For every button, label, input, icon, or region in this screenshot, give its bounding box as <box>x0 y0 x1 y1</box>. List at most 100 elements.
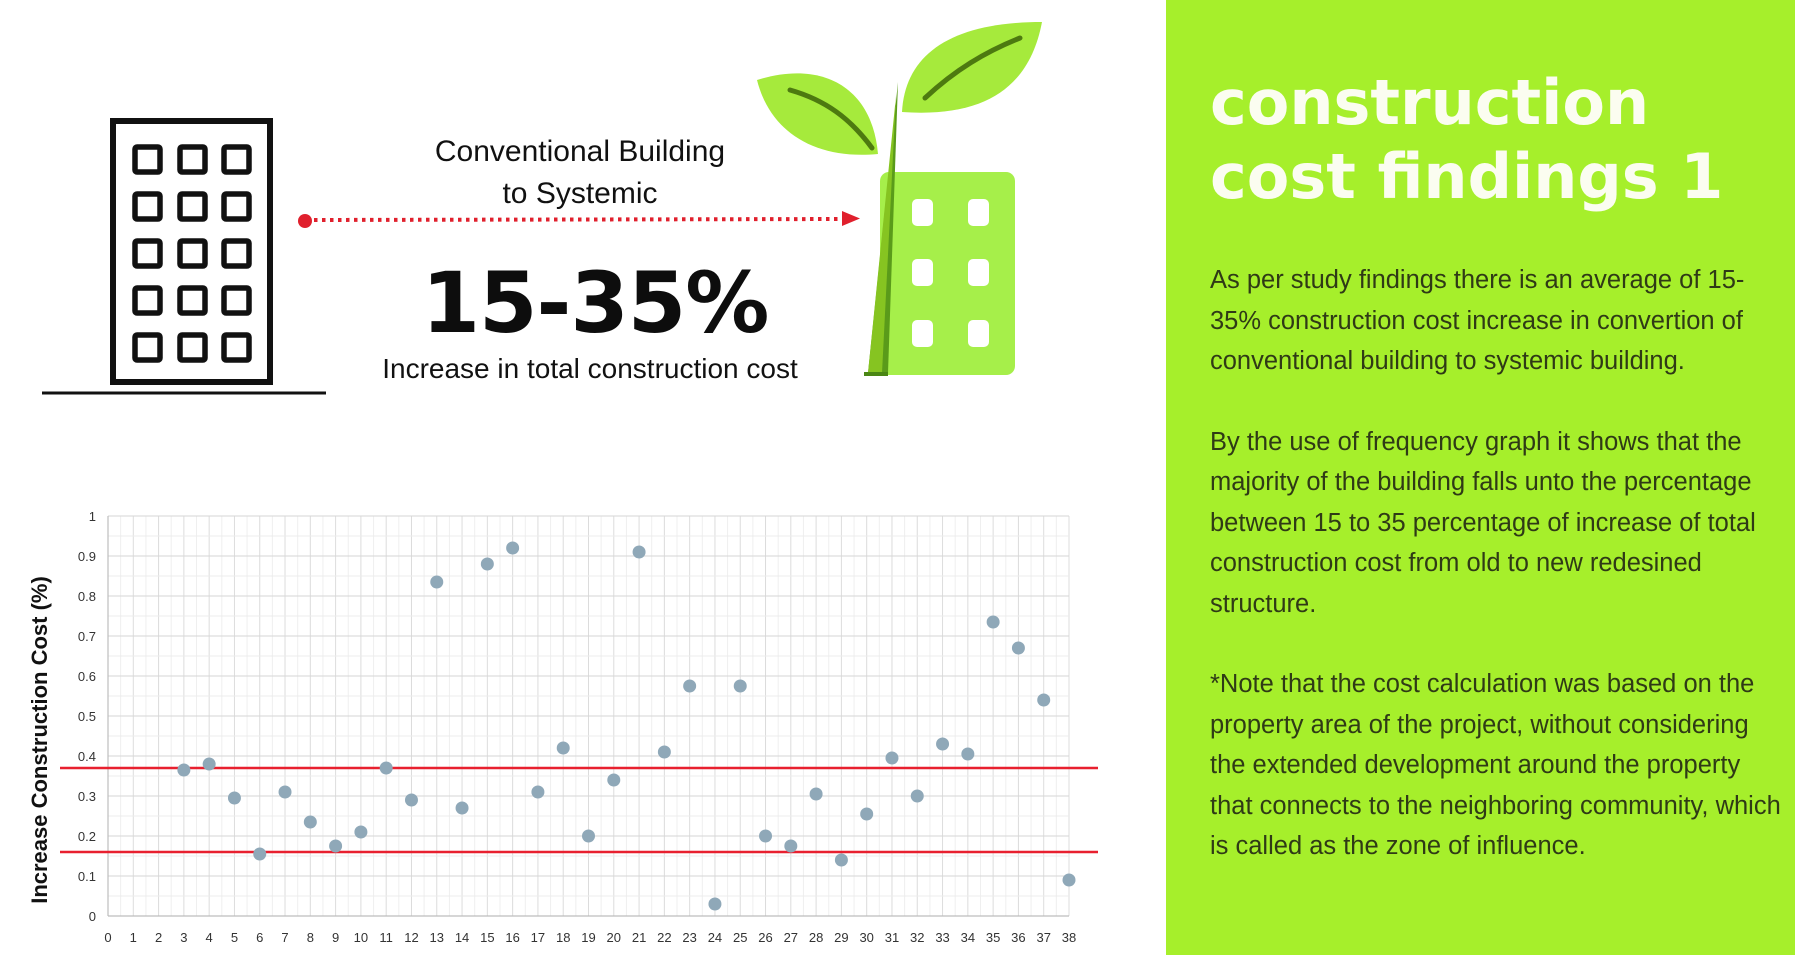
x-tick-label: 11 <box>379 930 393 945</box>
findings-title: construction cost findings 1 <box>1210 66 1781 214</box>
data-point <box>227 791 241 805</box>
x-tick-label: 24 <box>708 930 722 945</box>
conversion-arrow <box>298 211 860 228</box>
findings-title-line-1: construction <box>1210 66 1650 139</box>
chart-axes <box>107 516 1069 917</box>
x-tick-label: 36 <box>1011 930 1025 945</box>
x-tick-label: 30 <box>859 930 873 945</box>
x-tick-label: 0 <box>104 930 111 945</box>
x-tick-label: 25 <box>733 930 747 945</box>
x-tick-label: 8 <box>307 930 314 945</box>
findings-paragraph-average: As per study findings there is an averag… <box>1210 266 1745 375</box>
data-point <box>860 807 874 821</box>
data-point <box>404 793 418 807</box>
data-point <box>1011 641 1025 655</box>
data-point <box>278 785 292 799</box>
data-points <box>177 541 1076 911</box>
data-point <box>632 545 646 559</box>
cost-increase-range: 15-35% <box>421 254 770 352</box>
x-tick-label: 35 <box>986 930 1000 945</box>
x-tick-label: 38 <box>1062 930 1076 945</box>
x-tick-label: 29 <box>834 930 848 945</box>
x-tick-label: 12 <box>404 930 418 945</box>
x-tick-label: 23 <box>682 930 696 945</box>
x-tick-label: 18 <box>556 930 570 945</box>
x-tick-label: 16 <box>505 930 519 945</box>
x-tick-label: 9 <box>332 930 339 945</box>
data-point <box>784 839 798 853</box>
x-tick-label: 1 <box>130 930 137 945</box>
cost-increase-caption: Increase in total construction cost <box>382 353 798 384</box>
data-point <box>708 897 722 911</box>
data-point <box>936 737 950 751</box>
data-point <box>683 679 697 693</box>
findings-paragraph-frequency: By the use of frequency graph it shows t… <box>1210 427 1756 618</box>
x-tick-label: 15 <box>480 930 494 945</box>
data-point <box>379 761 393 775</box>
scatter-chart-svg: 0 1 2 3 4 5 6 7 8 9 10 11 12 13 14 15 16 17 18 19 20 21 22 23 24… <box>27 509 1098 945</box>
data-point <box>582 829 595 843</box>
data-point <box>885 751 899 765</box>
findings-panel: construction cost findings 1 As per stud… <box>1166 0 1795 955</box>
x-tick-label: 4 <box>206 930 213 945</box>
data-point <box>961 747 975 761</box>
data-point <box>657 745 671 759</box>
data-point <box>253 847 267 861</box>
y-tick-label: 0.9 <box>78 549 96 564</box>
x-tick-label: 3 <box>180 930 187 945</box>
conventional-building-icon <box>110 118 273 385</box>
data-point <box>607 773 621 787</box>
y-tick-label: 0.6 <box>78 669 96 684</box>
y-tick-label: 1 <box>89 509 96 524</box>
conversion-label-line-1: Conventional Building <box>434 135 726 168</box>
x-tick-label: 19 <box>581 930 595 945</box>
x-tick-label: 10 <box>354 930 368 945</box>
y-tick-label: 0.4 <box>78 749 96 764</box>
x-tick-label: 34 <box>961 930 975 945</box>
x-tick-label: 28 <box>809 930 823 945</box>
leaf-icon <box>757 22 1042 155</box>
x-tick-label: 31 <box>885 930 899 945</box>
x-tick-label: 21 <box>632 930 646 945</box>
infographic-artwork <box>42 22 1042 395</box>
y-tick-label: 0.5 <box>78 709 96 724</box>
x-tick-label: 37 <box>1036 930 1050 945</box>
x-tick-label: 33 <box>935 930 949 945</box>
x-tick-label: 26 <box>758 930 772 945</box>
x-tick-label: 7 <box>281 930 288 945</box>
systemic-building-icon <box>864 82 1015 376</box>
data-point <box>177 763 191 777</box>
data-point <box>1062 873 1076 887</box>
y-tick-label: 0.1 <box>78 869 96 884</box>
x-tick-label: 6 <box>256 930 263 945</box>
y-tick-label: 0.3 <box>78 789 96 804</box>
data-point <box>506 541 520 555</box>
data-point <box>759 829 773 843</box>
scatter-chart: 0 1 2 3 4 5 6 7 8 9 10 11 12 13 14 15 16 17 18 19 20 21 22 23 24… <box>0 495 1120 955</box>
data-point <box>1037 693 1051 707</box>
data-point <box>531 785 545 799</box>
data-point <box>910 789 924 803</box>
x-tick-label: 13 <box>430 930 444 945</box>
data-point <box>556 741 570 755</box>
data-point <box>303 815 317 829</box>
chart-grid <box>107 515 1070 917</box>
data-point <box>354 825 368 839</box>
data-point <box>480 557 494 571</box>
data-point <box>986 615 1000 629</box>
data-point <box>733 679 747 693</box>
y-axis-label: Increase Construction Cost (%) <box>27 576 52 904</box>
x-tick-label: 32 <box>910 930 924 945</box>
x-tick-label: 22 <box>657 930 671 945</box>
data-point <box>834 853 848 867</box>
x-tick-label: 5 <box>231 930 238 945</box>
x-tick-label: 20 <box>607 930 621 945</box>
y-tick-label: 0 <box>89 909 96 924</box>
y-tick-label: 0.7 <box>78 629 96 644</box>
data-point <box>202 757 216 771</box>
data-point <box>329 839 343 853</box>
y-tick-label: 0.2 <box>78 829 96 844</box>
findings-paragraph-note: *Note that the cost calculation was base… <box>1210 670 1781 860</box>
data-point <box>455 801 469 815</box>
